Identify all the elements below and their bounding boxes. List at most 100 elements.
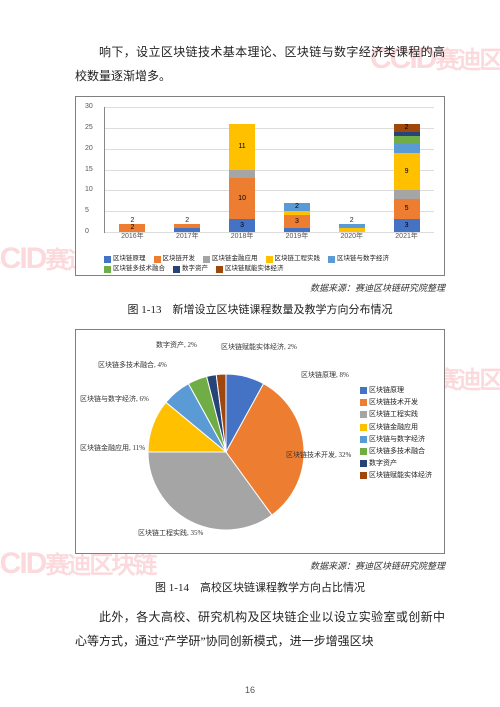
bar-stack: 2 [174,224,200,232]
seg-label: 9 [394,165,420,179]
legend-item: 区块链原理 [104,255,146,263]
legend-label: 区块链多技术融合 [113,265,165,273]
legend-label: 区块链工程实践 [369,409,418,420]
x-category: 2019年 [286,230,309,244]
bar-source: 数据来源：赛迪区块链研究院整理 [75,279,445,297]
bar-segment [229,170,255,178]
bar-segment [394,136,420,144]
pie-slice-label: 区块链技术开发, 32% [286,452,351,460]
legend-label: 区块链工程实践 [275,255,321,263]
bar-segment: 5 [394,199,420,220]
bar-segment: 11 [229,124,255,170]
legend-swatch [360,399,367,406]
legend-label: 区块链金融应用 [369,422,418,433]
legend-swatch [360,472,367,479]
legend-item: 区块链与数字经济 [328,255,389,263]
legend-label: 区块链与数字经济 [337,255,389,263]
legend-item: 区块链工程实践 [360,409,432,420]
bar-chart: 0510152025302016年222017年22018年111032019年… [75,96,445,276]
y-tick: 25 [85,121,93,135]
bar-segment: 9 [394,153,420,190]
seg-label: 3 [229,219,255,233]
legend-item: 区块链多技术融合 [360,446,432,457]
legend-swatch [360,411,367,418]
pie-source: 数据来源：赛迪区块链研究院整理 [75,557,445,575]
y-tick: 30 [85,100,93,114]
legend-swatch [154,256,161,263]
legend-item: 区块链金融应用 [203,255,258,263]
bar-caption: 图 1-13 新增设立区块链课程数量及教学方向分布情况 [75,299,445,321]
legend-swatch [360,460,367,467]
legend-item: 区块链开发 [154,255,196,263]
pie-slice-label: 区块链原理, 8% [301,372,349,380]
legend-swatch [360,424,367,431]
bar-segment: 2 [394,124,420,132]
legend-swatch [216,266,223,273]
legend-item: 数字资产 [173,265,208,273]
seg-label: 11 [229,140,255,154]
bar-segment: 3 [394,219,420,231]
seg-label: 3 [394,219,420,233]
bar-segment [174,228,200,232]
y-tick: 15 [85,163,93,177]
legend-swatch [360,448,367,455]
bar-stack: 2 9 5 3 [394,124,420,232]
legend-item: 区块链与数字经济 [360,434,432,445]
legend-label: 区块链技术开发 [369,397,418,408]
legend-label: 区块链开发 [163,255,196,263]
legend-label: 区块链赋能实体经济 [225,265,284,273]
bar-segment [339,228,365,232]
y-tick: 0 [85,225,89,239]
legend-label: 区块链与数字经济 [369,434,425,445]
legend-item: 区块链赋能实体经济 [216,265,284,273]
seg-label: 3 [284,215,310,229]
seg-label: 10 [229,192,255,206]
legend-swatch [266,256,273,263]
pie-slice-label: 数字资产, 2% [156,342,197,350]
y-tick: 5 [85,204,89,218]
pie-chart: 区块链原理, 8% 区块链技术开发, 32% 区块链工程实践, 35% 区块链金融应用… [75,329,445,554]
bar-stack: 11 10 3 [229,124,255,232]
legend-swatch [173,266,180,273]
legend-swatch [203,256,210,263]
legend-label: 区块链多技术融合 [369,446,425,457]
legend-swatch [104,256,111,263]
bar-segment: 3 [229,219,255,231]
pie-slice-label: 区块链金融应用, 11% [80,445,145,453]
legend-label: 区块链原理 [369,385,404,396]
x-category: 2017年 [176,230,199,244]
bar-segment: 2 [284,203,310,211]
bar-stack: 22 [119,224,145,232]
legend-item: 区块链金融应用 [360,422,432,433]
paragraph-2: 此外，各大高校、研究机构及区块链企业以设立实验室或创新中心等方式，通过“产学研”… [75,605,445,653]
paragraph-1: 响下，设立区块链技术基本理论、区块链与数字经济类课程的高校数量逐渐增多。 [75,40,445,88]
legend-item: 区块链多技术融合 [104,265,165,273]
y-tick: 10 [85,183,93,197]
pie-slice-label: 区块链多技术融合, 4% [98,362,167,370]
legend-item: 区块链技术开发 [360,397,432,408]
bar-top-label: 2 [119,214,145,228]
legend-item: 区块链赋能实体经济 [360,470,432,481]
pie-slice-label: 区块链与数字经济, 6% [80,396,149,404]
bar-segment [394,144,420,152]
seg-label: 5 [394,202,420,216]
bar-top-label: 2 [339,214,365,228]
bar-segment: 3 [284,215,310,227]
bar-segment: 10 [229,178,255,220]
legend-label: 数字资产 [182,265,208,273]
legend-swatch [360,387,367,394]
bar-top-label: 2 [174,214,200,228]
pie-caption: 图 1-14 高校区块链课程教学方向占比情况 [75,577,445,599]
legend-item: 数字资产 [360,458,432,469]
bar-stack: 2 [339,224,365,232]
pie-slice-label: 区块链工程实践, 35% [138,530,203,538]
legend-label: 数字资产 [369,458,397,469]
legend-label: 区块链赋能实体经济 [369,470,432,481]
x-category: 2020年 [340,230,363,244]
page-number: 16 [0,685,500,695]
legend-label: 区块链金融应用 [212,255,258,263]
bar-segment [394,190,420,198]
y-tick: 20 [85,142,93,156]
legend-item: 区块链工程实践 [266,255,321,263]
bar-segment [284,228,310,232]
